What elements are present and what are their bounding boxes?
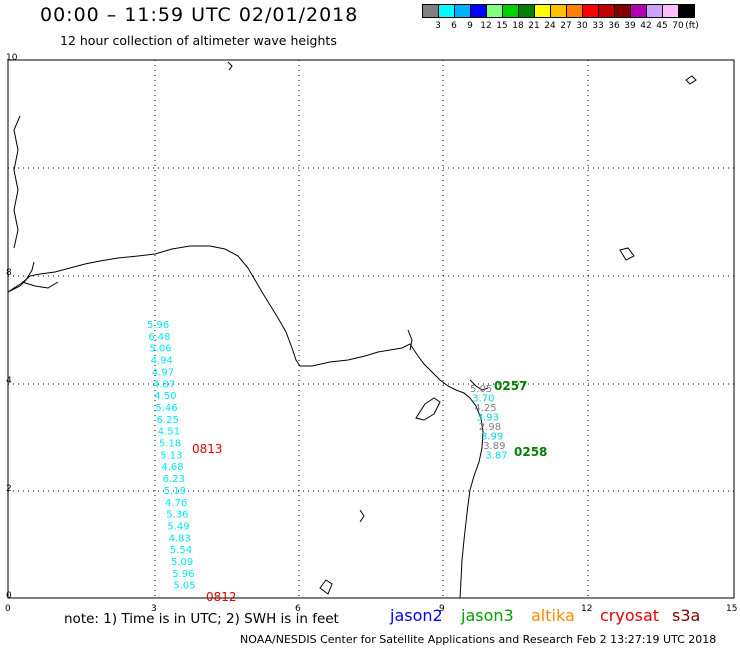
x-tick: 0: [5, 604, 11, 614]
wave-height-label: 5.96: [172, 569, 194, 580]
legend-jason2: jason2: [390, 606, 443, 625]
wave-height-label: 5.54: [170, 545, 192, 556]
color-scale-label: (ft): [685, 21, 699, 31]
color-scale-label: 27: [560, 21, 572, 31]
wave-height-label: 5.96: [147, 320, 169, 331]
wave-height-label: 3.89: [483, 441, 505, 452]
wave-height-label: 5.36: [166, 510, 188, 521]
wave-height-label: 5.06: [149, 344, 171, 355]
legend-altika: altika: [531, 606, 575, 625]
wave-height-label: 4.51: [158, 427, 180, 438]
coastline: [7, 61, 697, 599]
wave-height-label: 3.87: [485, 451, 507, 462]
east-track-labels: 5.053.704.253.932.983.993.893.87 0257 0258: [470, 379, 547, 462]
legend-cryosat: cryosat: [600, 606, 660, 625]
x-tick: 15: [726, 604, 737, 614]
color-scale-label: 18: [512, 21, 524, 31]
color-scale-label: 45: [656, 21, 668, 31]
pass-time-label: 0258: [514, 445, 547, 459]
wave-height-label: 3.99: [481, 432, 503, 443]
wave-height-label: 6.48: [148, 332, 170, 343]
wave-height-label: 5.05: [173, 581, 195, 592]
wave-height-label: 3.93: [477, 413, 499, 424]
wave-height-label: 4.97: [152, 367, 174, 378]
legend-jason3: jason3: [461, 606, 514, 625]
pass-time-label: 0813: [192, 442, 223, 456]
y-tick: 10: [6, 53, 18, 63]
map-title: 00:00 – 11:59 UTC 02/01/2018: [40, 4, 359, 26]
color-swatch: [678, 4, 695, 18]
color-scale-label: 39: [624, 21, 636, 31]
wave-height-label: 4.76: [165, 498, 187, 509]
x-tick: 12: [581, 604, 592, 614]
color-scale-label: 42: [640, 21, 652, 31]
color-scale-label: 12: [480, 21, 492, 31]
wave-height-label: 3.70: [472, 394, 494, 405]
wave-height-label: 5.49: [167, 521, 189, 532]
color-scale-label: 70: [672, 21, 684, 31]
color-scale-label: 36: [608, 21, 620, 31]
wave-height-label: 4.68: [161, 462, 183, 473]
y-tick: 4: [6, 376, 12, 386]
map-subtitle: 12 hour collection of altimeter wave hei…: [60, 33, 337, 48]
color-scale-label: 3: [435, 21, 441, 31]
pass-time-label: 0257: [494, 379, 527, 393]
pass-time-label: 0812: [206, 590, 237, 604]
wave-height-label: 4.25: [474, 403, 496, 414]
wave-height-label: 6.23: [163, 474, 185, 485]
wave-height-label: 2.98: [479, 422, 501, 433]
wave-height-label: 4.94: [151, 356, 173, 367]
map-grid: [8, 60, 734, 598]
wave-height-label: 5.05: [470, 384, 492, 395]
map-frame: [7, 59, 735, 599]
legend-s3a: s3a: [672, 606, 701, 625]
color-scale-label: 24: [544, 21, 556, 31]
color-scale-legend: [422, 4, 695, 18]
y-tick: 0: [6, 591, 12, 601]
wave-height-label: 5.09: [171, 557, 193, 568]
x-tick: 3: [151, 604, 157, 614]
color-scale-label: 21: [528, 21, 540, 31]
y-tick: 8: [6, 268, 12, 278]
wave-height-label: 5.13: [160, 450, 182, 461]
wave-height-label: 5.18: [159, 439, 181, 450]
wave-height-label: 6.25: [157, 415, 179, 426]
color-scale-labels: 3 6 9 12 15 18 21 24 27 30 33 36 39 42 45 70 (ft): [422, 21, 740, 33]
x-tick: 9: [439, 604, 445, 614]
footnote: note: 1) Time is in UTC; 2) SWH is in fe…: [64, 611, 339, 627]
west-track-labels: 5.966.485.064.944.974.874.505.466.254.51…: [147, 320, 237, 604]
color-scale-label: 33: [592, 21, 604, 31]
axis-ticks: 0 3 6 9 12 15 10 8 4 2 0: [5, 53, 737, 614]
color-scale-label: 30: [576, 21, 588, 31]
credit-line: NOAA/NESDIS Center for Satellite Applica…: [240, 633, 717, 646]
color-scale-label: 15: [496, 21, 508, 31]
wave-height-label: 5.46: [155, 403, 177, 414]
color-scale-label: 9: [467, 21, 473, 31]
x-tick: 6: [295, 604, 301, 614]
wave-height-label: 4.87: [153, 379, 175, 390]
wave-height-label: 4.83: [169, 533, 191, 544]
wave-height-label: 5.19: [164, 486, 186, 497]
wave-height-label: 4.50: [154, 391, 176, 402]
y-tick: 2: [6, 484, 12, 494]
color-scale-label: 6: [451, 21, 457, 31]
